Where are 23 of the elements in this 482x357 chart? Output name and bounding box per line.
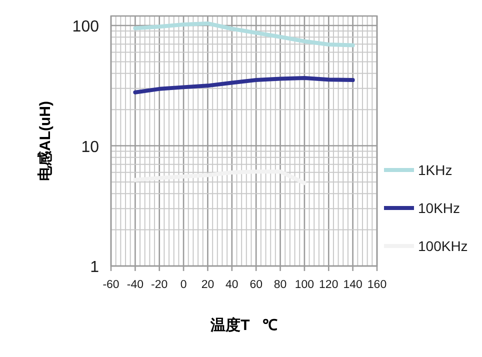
line-series xyxy=(133,21,355,48)
line-series xyxy=(133,170,306,186)
x-tick-label: 100 xyxy=(294,279,314,291)
line-series xyxy=(133,76,355,94)
legend-label: 100KHz xyxy=(418,238,468,254)
x-tick-label: -20 xyxy=(151,279,168,291)
x-tick-label: 60 xyxy=(250,279,262,291)
y-tick-label: 100 xyxy=(72,18,100,36)
y-tick-label: 1 xyxy=(90,259,100,276)
x-tick-label: 160 xyxy=(367,279,387,291)
x-axis-title: 温度T ℃ xyxy=(210,316,278,334)
x-tick-label: 120 xyxy=(319,279,338,291)
x-tick-label: 20 xyxy=(201,279,214,291)
x-tick-label: -60 xyxy=(102,279,120,291)
x-tick-label: -40 xyxy=(126,279,144,291)
legend-label: 10KHz xyxy=(418,200,460,216)
x-tick-label: 80 xyxy=(274,279,287,291)
y-axis-title: 电感AL(uH) xyxy=(37,101,54,181)
x-tick-label: 0 xyxy=(180,279,187,291)
y-tick-label: 10 xyxy=(81,138,100,156)
x-tick-label: 140 xyxy=(343,279,362,291)
x-tick-label: 40 xyxy=(226,279,238,291)
legend-label: 1KHz xyxy=(418,162,452,178)
